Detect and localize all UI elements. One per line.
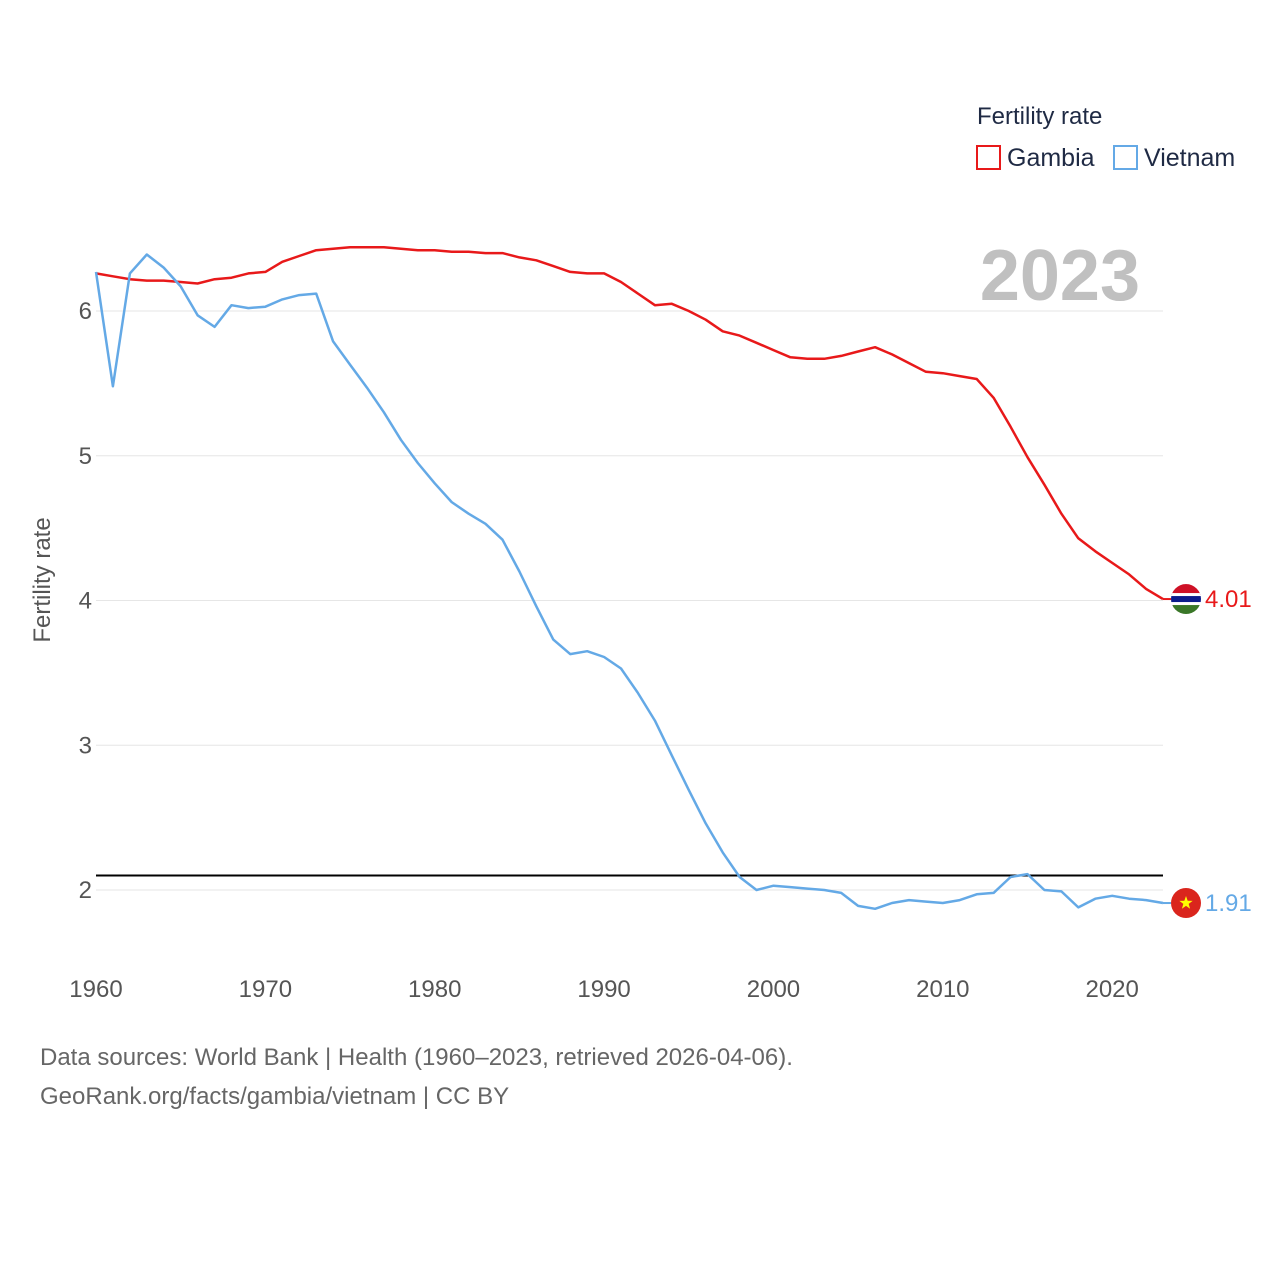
x-tick-label: 1990 — [577, 976, 630, 1003]
y-tick-label: 3 — [79, 732, 92, 759]
end-markers: 4.01 1.91 — [1163, 584, 1252, 919]
x-tick-label: 2000 — [747, 976, 800, 1003]
y-tick-label: 2 — [79, 877, 92, 904]
vietnam-star-icon — [1179, 896, 1193, 909]
y-axis-title: Fertility rate — [29, 517, 56, 642]
x-tick-label: 2020 — [1085, 976, 1138, 1003]
y-tick-label: 5 — [79, 443, 92, 470]
x-tick-label: 2010 — [916, 976, 969, 1003]
x-tick-label: 1970 — [239, 976, 292, 1003]
series-lines — [94, 246, 1164, 911]
year-label: 2023 — [980, 236, 1140, 316]
footer-credit: GeoRank.org/facts/gambia/vietnam | CC BY — [40, 1083, 510, 1110]
y-axis-ticks: 2 3 4 5 6 — [79, 298, 92, 904]
series-line-gambia — [95, 246, 1164, 601]
y-tick-label: 6 — [79, 298, 92, 325]
legend-label-vietnam: Vietnam — [1144, 144, 1235, 172]
legend: Fertility rate Gambia Vietnam — [976, 103, 1235, 172]
x-tick-label: 1980 — [408, 976, 461, 1003]
x-axis-ticks: 1960 1970 1980 1990 2000 2010 2020 — [69, 976, 1139, 1003]
legend-swatch-vietnam — [1113, 145, 1138, 170]
footer-sources: Data sources: World Bank | Health (1960–… — [40, 1044, 793, 1071]
legend-title: Fertility rate — [977, 103, 1102, 130]
x-tick-label: 1960 — [69, 976, 122, 1003]
gambia-flag-icon — [1171, 584, 1201, 615]
y-tick-label: 4 — [79, 588, 92, 615]
gridlines — [96, 310, 1163, 891]
end-label-gambia: 4.01 — [1205, 586, 1252, 613]
end-label-vietnam: 1.91 — [1205, 890, 1252, 917]
legend-swatch-gambia — [976, 145, 1001, 170]
legend-label-gambia: Gambia — [1007, 144, 1095, 172]
series-line-vietnam — [94, 253, 1164, 911]
